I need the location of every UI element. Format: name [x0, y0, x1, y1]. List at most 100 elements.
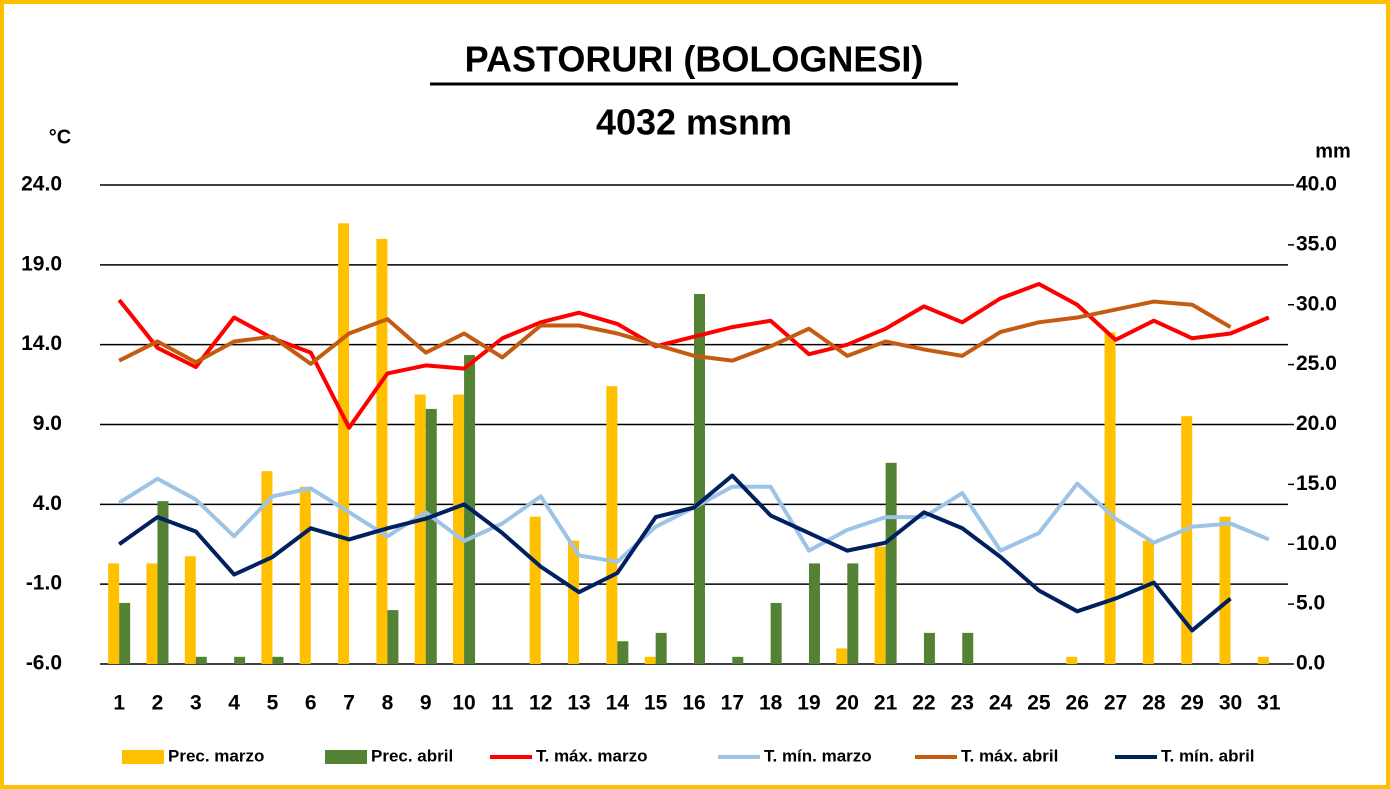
bar [195, 656, 207, 664]
y2-tick-label: 10.0 [1296, 532, 1337, 555]
line-series [118, 473, 1232, 633]
x-tick-label: 5 [267, 692, 279, 715]
bar [847, 563, 859, 664]
y-tick-label: 24.0 [21, 173, 62, 196]
x-tick-label: 1 [113, 692, 125, 715]
x-tick-label: 25 [1027, 692, 1051, 715]
bar [299, 486, 311, 664]
chart-subtitle: 4032 msnm [596, 102, 792, 143]
x-tick-label: 27 [1104, 692, 1127, 715]
x-tick-label: 6 [305, 692, 317, 715]
legend-label: Prec. marzo [168, 746, 264, 765]
bar [234, 656, 246, 664]
bar [644, 656, 656, 664]
bar [387, 610, 399, 664]
bar [261, 471, 273, 664]
bar [655, 632, 667, 664]
bar [146, 563, 158, 664]
x-tick-label: 26 [1066, 692, 1089, 715]
line-series [118, 299, 1232, 366]
bar [119, 602, 131, 664]
x-tick-label: 31 [1257, 692, 1281, 715]
y2-tick-label: 40.0 [1296, 173, 1337, 196]
y2-tick-label: 0.0 [1296, 652, 1325, 675]
x-tick-label: 10 [452, 692, 475, 715]
x-tick-label: 30 [1219, 692, 1242, 715]
y-tick-label: 19.0 [21, 252, 62, 275]
x-tick-label: 12 [529, 692, 552, 715]
y2-tick-label: 15.0 [1296, 472, 1337, 495]
bar [923, 632, 935, 664]
y2-tick-label: 35.0 [1296, 232, 1337, 255]
y-tick-label: 4.0 [33, 492, 62, 515]
y-tick-label: -1.0 [26, 572, 62, 595]
x-tick-label: 21 [874, 692, 898, 715]
bar [770, 602, 782, 664]
bar [874, 546, 886, 664]
x-tick-label: 16 [682, 692, 705, 715]
bar [617, 641, 629, 664]
x-tick-label: 8 [382, 692, 394, 715]
bar [338, 223, 350, 664]
x-tick-label: 24 [989, 692, 1013, 715]
y-tick-label: 14.0 [21, 332, 62, 355]
legend-label: T. mín. abril [1161, 746, 1255, 765]
bar [885, 462, 897, 664]
x-tick-label: 18 [759, 692, 783, 715]
x-tick-label: 2 [152, 692, 164, 715]
x-tick-label: 15 [644, 692, 668, 715]
bar [1257, 656, 1269, 664]
x-tick-label: 29 [1181, 692, 1204, 715]
x-tick-label: 11 [491, 692, 514, 715]
x-tick-label: 14 [606, 692, 630, 715]
bar [425, 408, 437, 664]
line-series [117, 281, 1270, 430]
x-tick-label: 19 [797, 692, 820, 715]
y-axis-label: °C [49, 126, 71, 148]
x-tick-label: 9 [420, 692, 432, 715]
bar [184, 556, 196, 664]
y-tick-label: -6.0 [26, 652, 62, 675]
bar [962, 632, 974, 664]
x-tick-label: 7 [343, 692, 355, 715]
legend-swatch [325, 750, 367, 764]
bar [694, 293, 705, 664]
bar [808, 563, 820, 664]
legend-label: Prec. abril [371, 746, 453, 765]
legend-label: T. mín. marzo [764, 746, 872, 765]
legend-label: T. máx. abril [961, 746, 1058, 765]
bar [157, 501, 169, 664]
x-tick-label: 28 [1142, 692, 1166, 715]
x-tick-label: 20 [836, 692, 859, 715]
chart-title: PASTORURI (BOLOGNESI) [465, 39, 924, 80]
bar [606, 386, 618, 664]
bar [568, 540, 580, 664]
bar [414, 394, 426, 664]
y2-tick-label: 5.0 [1296, 592, 1325, 615]
bar [836, 648, 848, 664]
bar [1142, 540, 1154, 664]
legend-label: T. máx. marzo [536, 746, 648, 765]
y-tick-label: 9.0 [33, 412, 62, 435]
bar [1066, 656, 1078, 664]
x-tick-label: 23 [951, 692, 974, 715]
bar [453, 394, 465, 664]
x-tick-label: 13 [567, 692, 590, 715]
x-tick-label: 22 [912, 692, 935, 715]
y2-tick-label: 30.0 [1296, 292, 1337, 315]
x-tick-label: 4 [228, 692, 240, 715]
bar [529, 516, 541, 664]
y2-tick-label: 20.0 [1296, 412, 1337, 435]
bar [272, 656, 284, 664]
bar [108, 563, 120, 664]
bar [1181, 416, 1193, 664]
bar [1104, 332, 1116, 664]
y2-tick-label: 25.0 [1296, 352, 1337, 375]
bar [732, 656, 744, 664]
legend-swatch [122, 750, 164, 764]
y2-axis-label: mm [1315, 140, 1351, 162]
bar [376, 238, 388, 664]
x-tick-label: 3 [190, 692, 202, 715]
bar [1219, 516, 1231, 664]
